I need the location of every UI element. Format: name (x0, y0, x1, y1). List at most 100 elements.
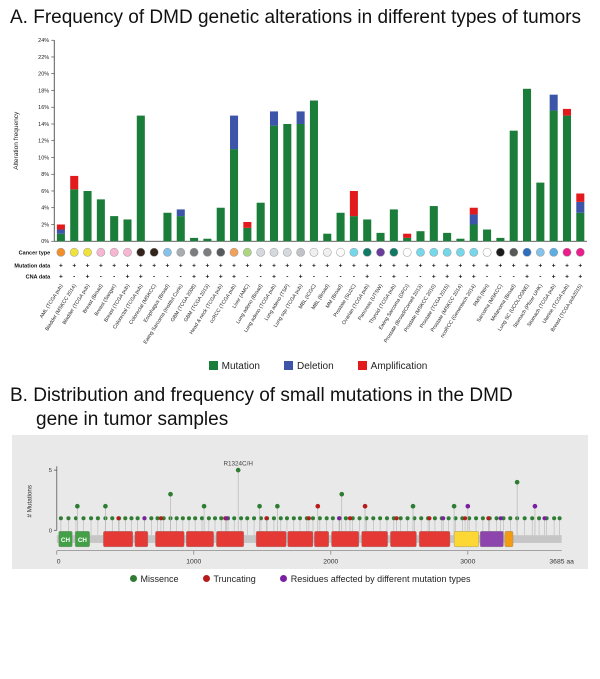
mutation-data-mark: + (139, 262, 143, 269)
bar-segment-mutation (562, 115, 572, 241)
cancer-type-dot (96, 247, 106, 257)
legend-label-mutation: Mutation (221, 360, 260, 372)
missense-dot-icon (129, 575, 137, 583)
mutation-data-mark: + (538, 262, 542, 269)
protein-domain (216, 531, 244, 548)
mutation-dot-missense (235, 468, 241, 473)
mutation-dot-multiple (532, 504, 538, 509)
bar-segment-amplification (243, 221, 252, 228)
bar-segment-amplification (469, 207, 478, 215)
mutation-data-mark: + (565, 262, 569, 269)
legend-label-truncating: Truncating (213, 574, 256, 585)
mutation-data-mark: + (192, 262, 196, 269)
panel-b-chart-area: 0 5 # Mutations CH CH R1324C/H 0 1000 2000 3000 36… (12, 435, 588, 570)
bar-segment-mutation (176, 215, 185, 241)
cna-data-mark: + (86, 273, 90, 280)
cna-data-mark: + (126, 273, 130, 280)
mutation-data-mark: + (498, 262, 502, 269)
protein-domain (390, 531, 417, 548)
mutation-dot-multiple (542, 516, 547, 521)
x-tick-label: 3000 (460, 559, 475, 566)
cna-data-mark: - (406, 273, 408, 280)
bar-segment-mutation (190, 237, 199, 241)
cancer-type-dot (216, 247, 226, 257)
mutation-dot-truncating (116, 516, 121, 521)
mutation-dot-missense (291, 516, 296, 521)
y-tick-label: 14% (38, 122, 49, 128)
bar-segment-mutation (456, 238, 465, 241)
y-tick-label: 0% (41, 239, 49, 245)
mutation-dot-missense (186, 516, 192, 521)
mutation-dot-missense (258, 516, 263, 521)
cna-data-mark: + (432, 273, 436, 280)
cna-data-mark: + (272, 273, 276, 280)
cancer-type-dot (203, 247, 212, 257)
cancer-type-dot (69, 247, 79, 257)
mutation-dot-missense (278, 516, 283, 521)
mutation-dot-missense (410, 504, 416, 509)
bar-segment-mutation (376, 232, 385, 241)
cna-data-mark: + (472, 273, 476, 280)
bar-segment-mutation (429, 205, 438, 241)
cancer-type-dot (509, 247, 519, 257)
mutation-data-mark: + (405, 262, 409, 269)
bar-segment-mutation (389, 209, 398, 241)
mutation-dot-missense (297, 516, 303, 521)
mutation-dot-multiple (142, 516, 147, 521)
mutation-data-mark: + (312, 262, 316, 269)
bar-segment-amplification (70, 175, 79, 190)
mutation-dot-missense (73, 516, 79, 521)
legend-item-deletion: Deletion (283, 360, 334, 372)
mutation-dot-truncating (394, 516, 399, 521)
mutation-data-mark: + (112, 262, 116, 269)
legend-item-multiple-types: Residues affected by different mutation … (279, 574, 471, 585)
mutation-dot-missense (552, 516, 557, 521)
bar-segment-deletion (469, 214, 478, 225)
bar-segment-mutation (83, 190, 92, 241)
mutation-dot-missense (199, 516, 205, 521)
x-tick-label: 2000 (323, 559, 338, 566)
mutation-dot-missense (81, 516, 86, 521)
cancer-type-dot (429, 247, 439, 257)
mutation-dot-missense (257, 504, 262, 509)
cancer-type-dot (136, 247, 146, 257)
cna-data-mark: - (100, 273, 102, 280)
cancer-type-dot (469, 247, 479, 257)
cna-data-mark: - (353, 273, 355, 280)
cna-data-mark: + (459, 273, 463, 280)
mutation-data-mark: + (419, 262, 423, 269)
bar-segment-mutation (416, 230, 425, 241)
bar-segment-mutation (403, 237, 412, 241)
legend-label-deletion: Deletion (296, 360, 334, 372)
bar-segment-mutation (230, 148, 239, 241)
cna-data-mark: - (286, 273, 288, 280)
protein-domain (186, 531, 214, 548)
mutation-dot-truncating (486, 516, 491, 521)
mutation-data-mark: + (272, 262, 276, 269)
cancer-type-dot (496, 247, 505, 257)
mutation-dot-missense (398, 516, 403, 521)
mutation-annotation: R1324C/H (223, 461, 253, 468)
legend-item-mutation: Mutation (208, 360, 260, 372)
mutation-dot-truncating (362, 504, 368, 509)
y-tick-label: 18% (38, 88, 49, 94)
bar-segment-amplification (349, 190, 358, 216)
bar-segment-amplification (56, 224, 65, 230)
bar-segment-mutation (123, 219, 132, 241)
cancer-type-dot (376, 247, 385, 257)
cna-data-mark: + (552, 273, 556, 280)
protein-domain (453, 531, 479, 548)
mutation-dot-missense (88, 516, 94, 521)
legend-label-multiple-types: Residues affected by different mutation … (290, 574, 471, 585)
cna-data-mark: + (192, 273, 196, 280)
cna-data-mark: + (232, 273, 236, 280)
mutation-dot-missense (522, 516, 527, 521)
row-label: CNA data (26, 274, 52, 280)
bar-segment-deletion (549, 94, 558, 111)
legend-label-missense: Missence (140, 574, 179, 585)
cancer-type-dot (562, 247, 572, 257)
row-label: Mutation data (14, 263, 51, 269)
mutation-dot-missense (66, 516, 71, 521)
mutation-dot-missense (412, 516, 417, 521)
mutation-data-mark: + (99, 262, 103, 269)
